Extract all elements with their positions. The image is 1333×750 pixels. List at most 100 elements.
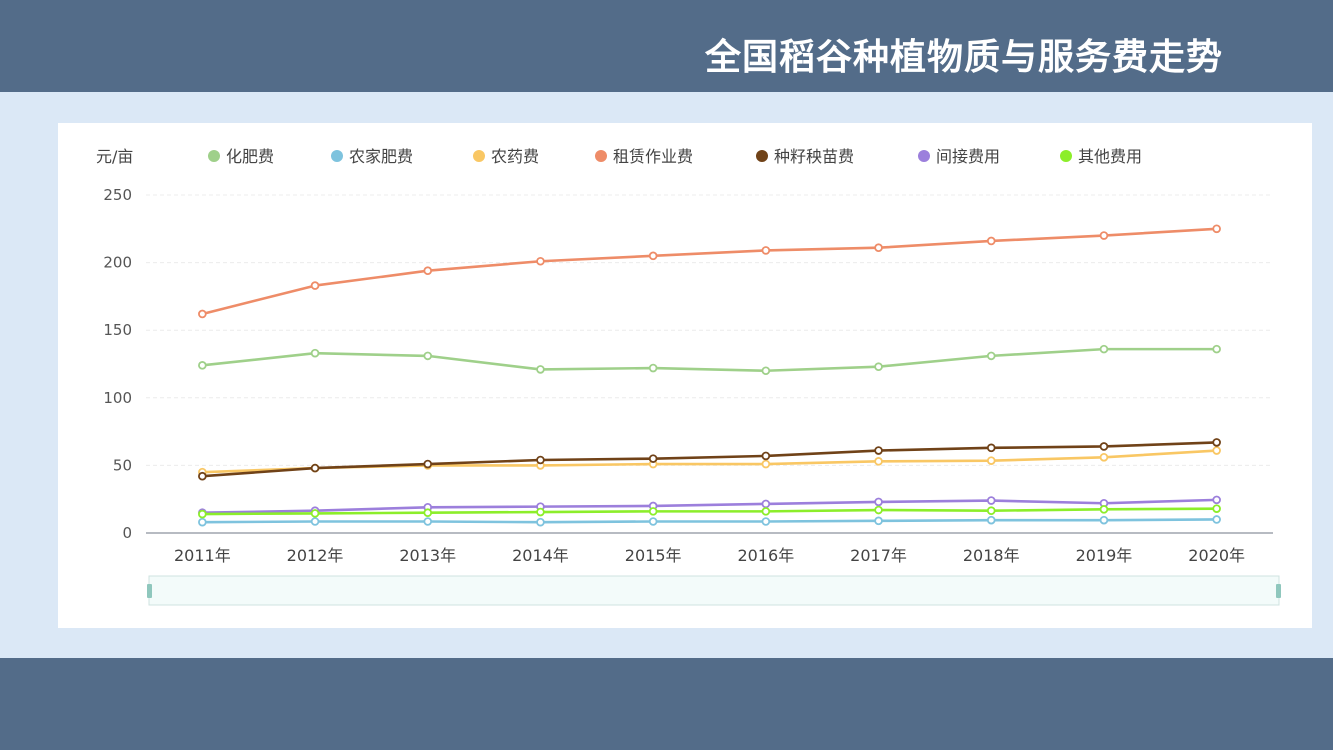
data-point[interactable] — [310, 463, 320, 473]
series-line — [202, 449, 1217, 474]
y-tick-label: 250 — [103, 186, 132, 204]
y-tick-label: 200 — [103, 254, 132, 272]
data-point[interactable] — [1212, 515, 1221, 524]
data-point[interactable] — [1099, 344, 1109, 354]
data-point[interactable] — [761, 366, 771, 376]
data-point[interactable] — [198, 471, 207, 481]
data-point[interactable] — [648, 251, 658, 261]
data-point[interactable] — [423, 517, 433, 526]
data-point[interactable] — [874, 497, 883, 507]
legend-marker[interactable] — [756, 150, 768, 162]
legend-marker[interactable] — [1060, 150, 1072, 162]
data-point[interactable] — [198, 361, 207, 370]
data-point[interactable] — [986, 506, 996, 515]
data-point[interactable] — [198, 509, 207, 519]
legend-label[interactable]: 种籽秧苗费 — [774, 147, 854, 166]
data-point[interactable] — [1099, 515, 1109, 525]
data-point[interactable] — [874, 457, 883, 466]
legend-marker[interactable] — [473, 150, 485, 162]
x-tick-label: 2020年 — [1188, 546, 1245, 565]
x-tick-label: 2011年 — [174, 546, 231, 565]
data-point[interactable] — [423, 508, 433, 518]
legend-label[interactable]: 租赁作业费 — [613, 147, 693, 166]
data-point[interactable] — [648, 454, 658, 463]
data-point[interactable] — [536, 507, 545, 517]
x-tick-label: 2018年 — [963, 546, 1020, 565]
data-point[interactable] — [1212, 504, 1221, 513]
legend-label[interactable]: 其他费用 — [1078, 147, 1142, 166]
data-point[interactable] — [761, 517, 771, 526]
data-point[interactable] — [1099, 231, 1109, 240]
data-point[interactable] — [986, 443, 996, 453]
data-point[interactable] — [648, 517, 658, 526]
x-tick-label: 2019年 — [1076, 546, 1133, 565]
data-point[interactable] — [874, 362, 883, 372]
data-point[interactable] — [536, 455, 545, 465]
data-point[interactable] — [310, 517, 320, 526]
legend-marker[interactable] — [331, 150, 343, 162]
data-point[interactable] — [1212, 446, 1221, 455]
data-point[interactable] — [986, 456, 996, 465]
data-point[interactable] — [536, 256, 545, 266]
data-point[interactable] — [986, 351, 996, 361]
page-title: 全国稻谷种植物质与服务费走势 — [704, 36, 1223, 78]
series-line — [202, 498, 1217, 515]
data-point[interactable] — [761, 451, 771, 461]
legend-label[interactable]: 农家肥费 — [349, 147, 413, 166]
line-chart: 0 50 100 150 200 250 2011年 2012年 2013年 2014年 2015年… — [96, 147, 1281, 606]
chart-panel: 0 50 100 150 200 250 2011年 2012年 2013年 2014年 2015年… — [58, 123, 1312, 628]
data-point[interactable] — [423, 351, 433, 361]
y-tick-label: 150 — [103, 321, 132, 339]
data-point[interactable] — [986, 515, 996, 525]
data-point[interactable] — [198, 309, 207, 319]
data-point[interactable] — [1099, 452, 1109, 462]
data-point[interactable] — [536, 365, 545, 374]
data-point[interactable] — [761, 246, 771, 255]
data-point[interactable] — [198, 517, 207, 527]
y-unit-label: 元/亩 — [96, 147, 133, 166]
series-line — [202, 507, 1217, 516]
y-tick-label: 100 — [103, 389, 132, 407]
zoom-handle-left[interactable] — [147, 584, 152, 598]
data-point[interactable] — [1212, 224, 1221, 234]
data-point[interactable] — [310, 509, 320, 518]
y-tick-label: 50 — [113, 456, 132, 474]
data-point[interactable] — [423, 266, 433, 276]
data-point[interactable] — [761, 459, 771, 469]
data-point[interactable] — [536, 517, 545, 527]
data-point[interactable] — [648, 363, 658, 373]
series-line — [202, 347, 1217, 373]
data-point[interactable] — [761, 499, 771, 509]
data-point[interactable] — [986, 496, 996, 505]
legend-label[interactable]: 化肥费 — [226, 147, 274, 166]
data-point[interactable] — [310, 281, 320, 290]
data-point[interactable] — [1212, 344, 1221, 354]
data-point[interactable] — [1212, 438, 1221, 447]
data-point[interactable] — [1212, 495, 1221, 505]
data-point[interactable] — [761, 507, 771, 516]
data-point[interactable] — [874, 446, 883, 455]
data-point[interactable] — [423, 459, 433, 469]
legend-marker[interactable] — [918, 150, 930, 162]
data-point[interactable] — [1099, 442, 1109, 451]
data-point[interactable] — [1099, 505, 1109, 514]
data-point[interactable] — [310, 348, 320, 358]
legend-label[interactable]: 农药费 — [491, 147, 539, 166]
x-tick-label: 2015年 — [625, 546, 682, 565]
data-point[interactable] — [874, 505, 883, 515]
x-tick-label: 2017年 — [850, 546, 907, 565]
zoom-handle-right[interactable] — [1276, 584, 1281, 598]
legend-marker[interactable] — [208, 150, 220, 162]
x-tick-label: 2012年 — [287, 546, 344, 565]
data-point[interactable] — [874, 243, 883, 253]
legend-label[interactable]: 间接费用 — [936, 147, 1000, 166]
data-point[interactable] — [874, 516, 883, 526]
x-tick-label: 2014年 — [512, 546, 569, 565]
legend-marker[interactable] — [595, 150, 607, 162]
y-tick-label: 0 — [122, 524, 132, 542]
data-point[interactable] — [648, 507, 658, 516]
data-point[interactable] — [986, 236, 996, 246]
header-band: 全国稻谷种植物质与服务费走势 — [0, 0, 1333, 92]
zoom-slider-track[interactable] — [148, 575, 1280, 606]
footer-band — [0, 658, 1333, 750]
